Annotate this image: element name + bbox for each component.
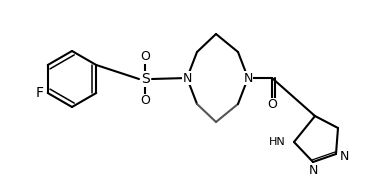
Text: O: O	[267, 98, 277, 112]
Text: N: N	[243, 72, 253, 84]
Text: O: O	[140, 50, 150, 63]
Text: N: N	[308, 164, 318, 176]
Text: O: O	[140, 95, 150, 107]
Text: N: N	[339, 149, 349, 162]
Text: N: N	[182, 72, 192, 84]
Text: F: F	[36, 86, 44, 100]
Text: S: S	[141, 72, 149, 86]
Text: HN: HN	[269, 137, 286, 147]
